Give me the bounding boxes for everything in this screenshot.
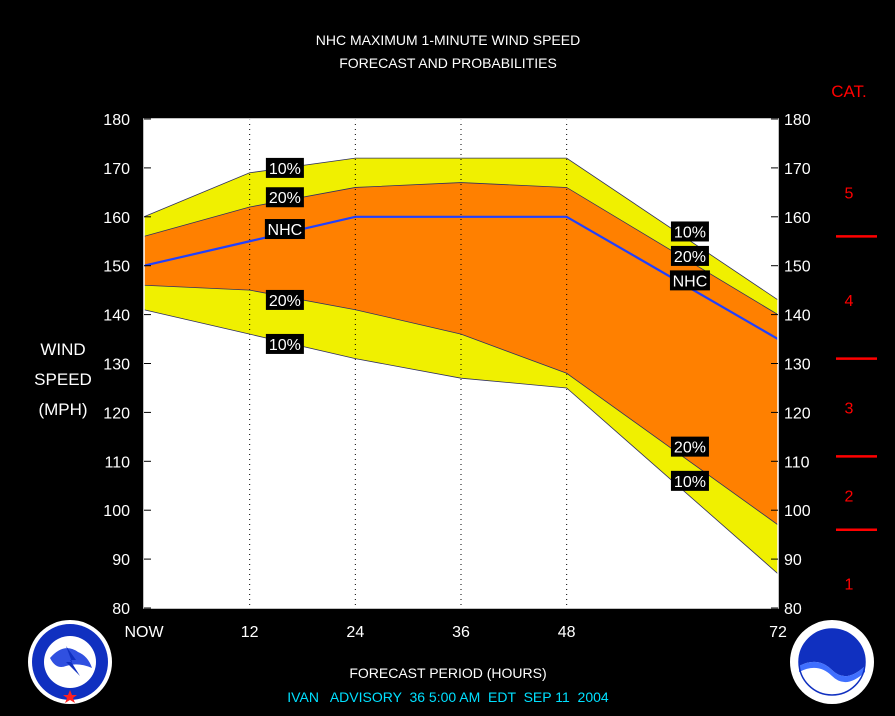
x-tick-label: 12	[241, 624, 259, 641]
series-line-lower10	[143, 309, 779, 575]
series-line-upper20	[143, 182, 779, 315]
y-axis-label-line-3: (MPH)	[38, 400, 87, 419]
series-label-box	[265, 187, 304, 208]
series-line-lower20	[143, 284, 779, 526]
y-tick-label-right: 130	[784, 357, 811, 374]
x-tick-label: 48	[558, 624, 576, 641]
series-label: NHC	[673, 273, 708, 290]
y-tick-label-right: 90	[784, 552, 802, 569]
probability-bands	[144, 158, 778, 574]
x-tick-label: 72	[769, 624, 787, 641]
series-label: 10%	[674, 224, 706, 241]
series-label-box	[265, 289, 304, 310]
y-tick-label-left: 160	[103, 210, 130, 227]
series-label-box	[265, 157, 304, 178]
y-tick-label-right: 180	[784, 112, 811, 129]
y-tick-label-left: 90	[112, 552, 130, 569]
series-lines	[143, 157, 779, 575]
y-tick-label-left: 120	[103, 405, 130, 422]
series-label-box	[670, 470, 709, 491]
y-tick-label-left: 80	[112, 601, 130, 618]
y-axis-label-line-2: SPEED	[34, 370, 92, 389]
category-title: CAT.	[831, 82, 867, 101]
x-tick-label: 36	[452, 624, 470, 641]
series-label-box	[670, 436, 709, 457]
x-axis-label: FORECAST PERIOD (HOURS)	[349, 665, 546, 681]
band-20-percent	[144, 182, 778, 525]
chart-title: NHC MAXIMUM 1-MINUTE WIND SPEED	[316, 32, 580, 48]
chart-subtitle: FORECAST AND PROBABILITIES	[339, 55, 557, 71]
category-label: 3	[845, 401, 854, 418]
series-line-upper10	[143, 157, 779, 301]
y-tick-label-right: 110	[784, 454, 810, 471]
category-label: 1	[845, 577, 854, 594]
y-tick-label-right: 150	[784, 259, 811, 276]
y-tick-label-right: 120	[784, 405, 811, 422]
series-label-box	[265, 333, 304, 354]
series-label: 20%	[269, 293, 301, 310]
series-label-box	[670, 221, 709, 242]
y-tick-label-left: 130	[103, 357, 130, 374]
series-label: 20%	[269, 190, 301, 207]
y-tick-label-left: 100	[103, 503, 130, 520]
x-tick-label: NOW	[124, 624, 164, 641]
series-label-box	[264, 219, 305, 240]
y-tick-label-left: 110	[104, 454, 130, 471]
series-labels: 10% 20% NHC 20% 10% 10% 20% NHC 20% 10%	[264, 157, 710, 491]
series-label: 20%	[674, 249, 706, 266]
y-tick-label-right: 80	[784, 601, 802, 618]
x-tick-label: 24	[346, 624, 364, 641]
y-tick-label-left: 170	[103, 161, 130, 178]
category-label: 4	[845, 293, 854, 310]
y-tick-label-left: 140	[103, 308, 130, 325]
category-label: 5	[845, 185, 854, 202]
series-label-box	[669, 270, 710, 291]
y-tick-label-left: 180	[103, 112, 130, 129]
y-tick-label-left: 150	[103, 259, 130, 276]
category-scale: 1 2 3 4 5	[836, 185, 877, 594]
series-line-nhc	[143, 215, 779, 341]
series-label: 20%	[674, 440, 706, 457]
national-weather-service-logo	[28, 620, 112, 704]
series-label: NHC	[268, 222, 303, 239]
y-tick-label-right: 100	[784, 503, 811, 520]
axis-ticks: 80 80 90 90 100 100 110 110 120 120 130 130 140 140 15…	[103, 112, 811, 641]
series-label: 10%	[269, 161, 301, 178]
y-axis-label-line-1: WIND	[40, 340, 85, 359]
series-label: 10%	[269, 337, 301, 354]
y-tick-label-right: 170	[784, 161, 811, 178]
noaa-logo	[790, 620, 874, 704]
y-tick-label-right: 160	[784, 210, 811, 227]
series-label: 10%	[674, 474, 706, 491]
advisory-footer: IVAN ADVISORY 36 5:00 AM EDT SEP 11 2004	[287, 689, 609, 705]
category-label: 2	[845, 489, 854, 506]
y-tick-label-right: 140	[784, 308, 811, 325]
series-label-box	[670, 245, 709, 266]
